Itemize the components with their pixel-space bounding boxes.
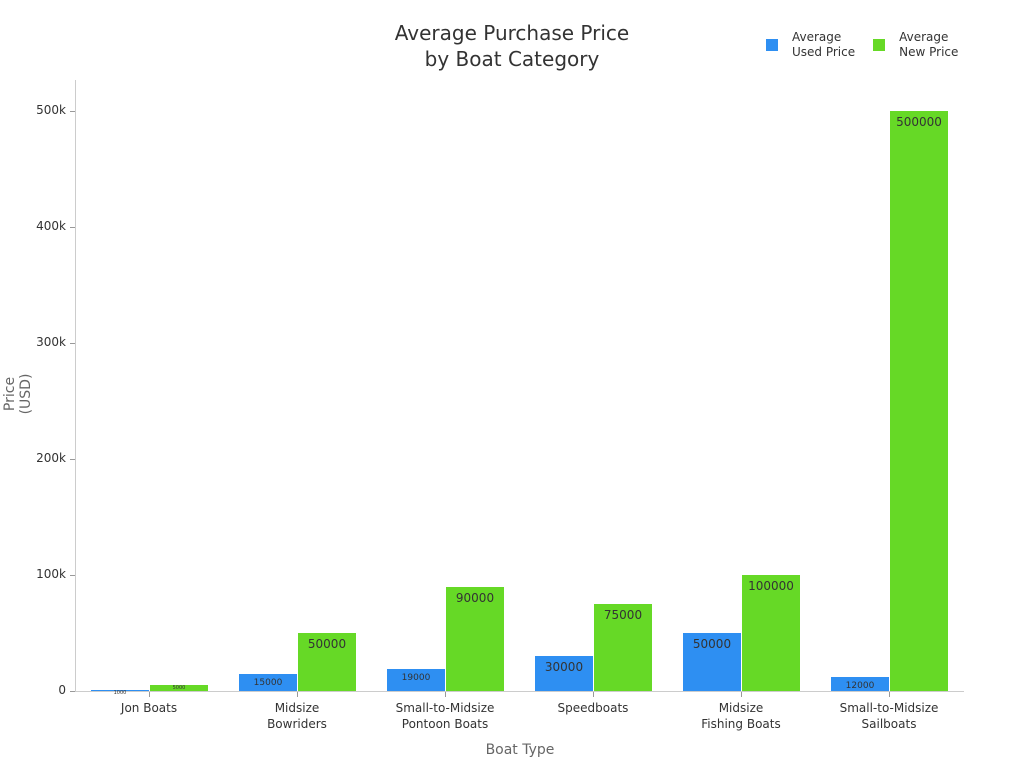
bar[interactable]: 15000 <box>239 673 297 691</box>
x-tick-mark <box>741 692 742 697</box>
x-tick-label: Small-to-Midsize Pontoon Boats <box>395 701 495 731</box>
bar[interactable]: 75000 <box>594 604 652 691</box>
x-tick-label: Small-to-Midsize Sailboats <box>839 701 939 731</box>
bar-value-label: 15000 <box>253 677 283 688</box>
x-tick-label: Midsize Bowriders <box>267 701 327 731</box>
y-tick-mark <box>70 227 75 228</box>
bar-value-label: 19000 <box>401 672 431 683</box>
x-tick-label: Midsize Fishing Boats <box>701 701 781 731</box>
legend-item-new[interactable]: Average New Price <box>873 30 958 60</box>
x-tick-label: Speedboats <box>557 701 629 715</box>
x-tick-mark <box>889 692 890 697</box>
legend-label: Average <box>792 30 842 44</box>
x-axis-label: Boat Type <box>485 742 555 758</box>
y-tick-label: 200k <box>36 451 66 465</box>
bar[interactable]: 50000 <box>683 633 741 691</box>
y-tick-label: 500k <box>36 103 66 117</box>
title-line-1: Average Purchase Price <box>394 21 630 45</box>
bar[interactable]: 12000 <box>831 677 889 691</box>
y-tick-mark <box>70 459 75 460</box>
bar-value-label: 100000 <box>748 579 794 593</box>
y-tick-label: 0 <box>58 683 66 697</box>
bar[interactable]: 5000 <box>150 685 208 691</box>
bar-value-label: 30000 <box>544 660 584 675</box>
y-tick-label: 400k <box>36 219 66 233</box>
chart-title: Average Purchase Price by Boat Category <box>312 20 712 72</box>
plot-area: 1000 5000 15000 50000 19000 90000 30000 75000 50… <box>75 80 964 696</box>
bar-value-label: 500000 <box>896 115 942 129</box>
x-tick-label: Jon Boats <box>120 701 178 715</box>
bar-value-label: 50000 <box>692 637 732 651</box>
y-tick-mark <box>70 111 75 112</box>
x-tick-mark <box>445 692 446 697</box>
bar[interactable]: 90000 <box>446 586 504 691</box>
bar[interactable]: 30000 <box>535 656 593 691</box>
bar-value-label: 1000 <box>113 689 127 696</box>
legend-swatch-new <box>873 39 886 51</box>
y-tick-label: 100k <box>36 567 66 581</box>
bar[interactable]: 500000 <box>890 111 948 691</box>
legend-item-used[interactable]: Average Used Price <box>766 30 855 60</box>
legend: Average Used Price Average New Price <box>766 30 958 60</box>
title-line-2: by Boat Category <box>424 47 600 71</box>
bar-value-label: 90000 <box>455 590 495 605</box>
legend-label: Average <box>899 30 949 44</box>
y-tick-mark <box>70 343 75 344</box>
bar[interactable]: 19000 <box>387 668 445 691</box>
bar-value-label: 75000 <box>603 608 643 622</box>
bar-value-label: 5000 <box>172 685 186 692</box>
y-axis-label: Price (USD) <box>2 373 34 415</box>
legend-swatch-used <box>766 39 778 51</box>
x-tick-mark <box>149 692 150 697</box>
legend-label: Used Price <box>792 45 856 59</box>
y-tick-label: 300k <box>36 335 66 349</box>
bar-value-label: 12000 <box>845 681 875 692</box>
bar[interactable]: 50000 <box>298 633 356 691</box>
y-tick-mark <box>70 575 75 576</box>
bar[interactable]: 100000 <box>742 575 800 691</box>
bar[interactable]: 1000 <box>91 689 149 696</box>
x-tick-mark <box>297 692 298 697</box>
legend-label: New Price <box>899 45 959 59</box>
bar-value-label: 50000 <box>307 637 347 651</box>
x-tick-mark <box>593 692 594 697</box>
y-tick-mark <box>70 691 75 692</box>
